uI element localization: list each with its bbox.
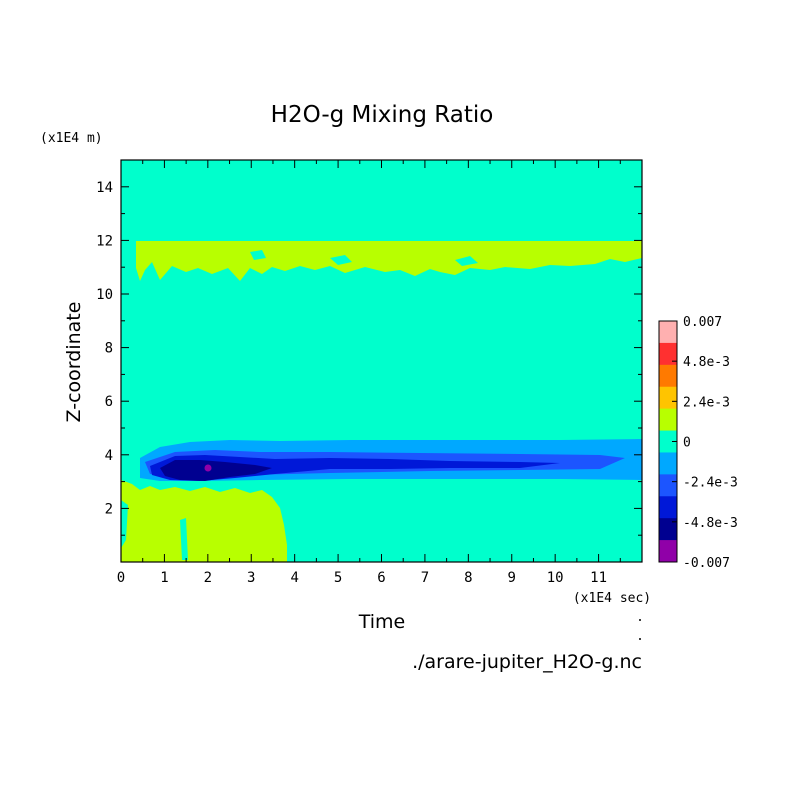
x-tick-label: 7 [421,570,429,586]
x-tick-label: 5 [334,570,342,586]
chart-title: H2O-g Mixing Ratio [271,102,494,128]
extreme-minimum [204,464,212,472]
colorbar-swatch [659,386,677,410]
x-tick-label: 0 [117,570,125,586]
y-tick-label: 8 [105,341,113,357]
colorbar-swatch [659,540,677,563]
y-tick-label: 10 [96,287,113,303]
colorbar-swatch [659,321,677,344]
x-tick-label: 3 [247,570,255,586]
source-filename: ./arare-jupiter_H2O-g.nc [412,651,642,673]
decorative-dot [639,638,641,640]
x-tick-label: 4 [290,570,298,586]
x-tick-label: 9 [508,570,516,586]
colorbar-swatch [659,496,677,519]
x-tick-label: 6 [377,570,385,586]
x-axis-title: Time [358,611,406,633]
colorbar-label: 0.007 [683,315,722,330]
x-tick-label: 8 [464,570,472,586]
colorbar-swatch [659,364,677,388]
colorbar-label: 4.8e-3 [683,355,730,370]
x-tick-label: 2 [204,570,212,586]
x-tick-label: 11 [590,570,607,586]
colorbar-swatch [659,430,677,453]
colorbar-swatch [659,518,677,541]
negative-band-deep [150,455,560,481]
colorbar-swatch [659,474,677,497]
colorbar-swatch [659,408,677,432]
colorbar-label: -2.4e-3 [683,476,738,491]
colorbar-label: 2.4e-3 [683,395,730,410]
x-unit-label: (x1E4 sec) [573,591,651,606]
y-unit-label: (x1E4 m) [40,131,103,146]
y-axis-title: Z-coordinate [63,302,85,423]
x-tick-label: 10 [547,570,564,586]
negative-band-core [160,460,272,481]
y-tick-label: 6 [105,394,113,410]
y-tick-label: 2 [105,501,113,517]
x-axis: 0 1 2 3 4 5 6 7 8 9 10 11 [117,160,621,586]
colorbar-label: 0 [683,436,691,451]
y-tick-label: 12 [96,233,113,249]
lower-left-positive-region [121,480,287,562]
colorbar-swatch [659,342,677,366]
y-axis: 2 4 6 8 10 12 14 [96,180,642,536]
colorbar: 0.007 4.8e-3 2.4e-3 0 -2.4e-3 -4.8e-3 -0.007 [658,315,738,571]
y-tick-label: 14 [96,180,113,196]
y-tick-label: 4 [105,448,113,464]
colorbar-label: -4.8e-3 [683,516,738,531]
colorbar-label: -0.007 [683,556,730,571]
colorbar-swatch [659,452,677,475]
decorative-dot [639,619,641,621]
x-tick-label: 1 [160,570,168,586]
